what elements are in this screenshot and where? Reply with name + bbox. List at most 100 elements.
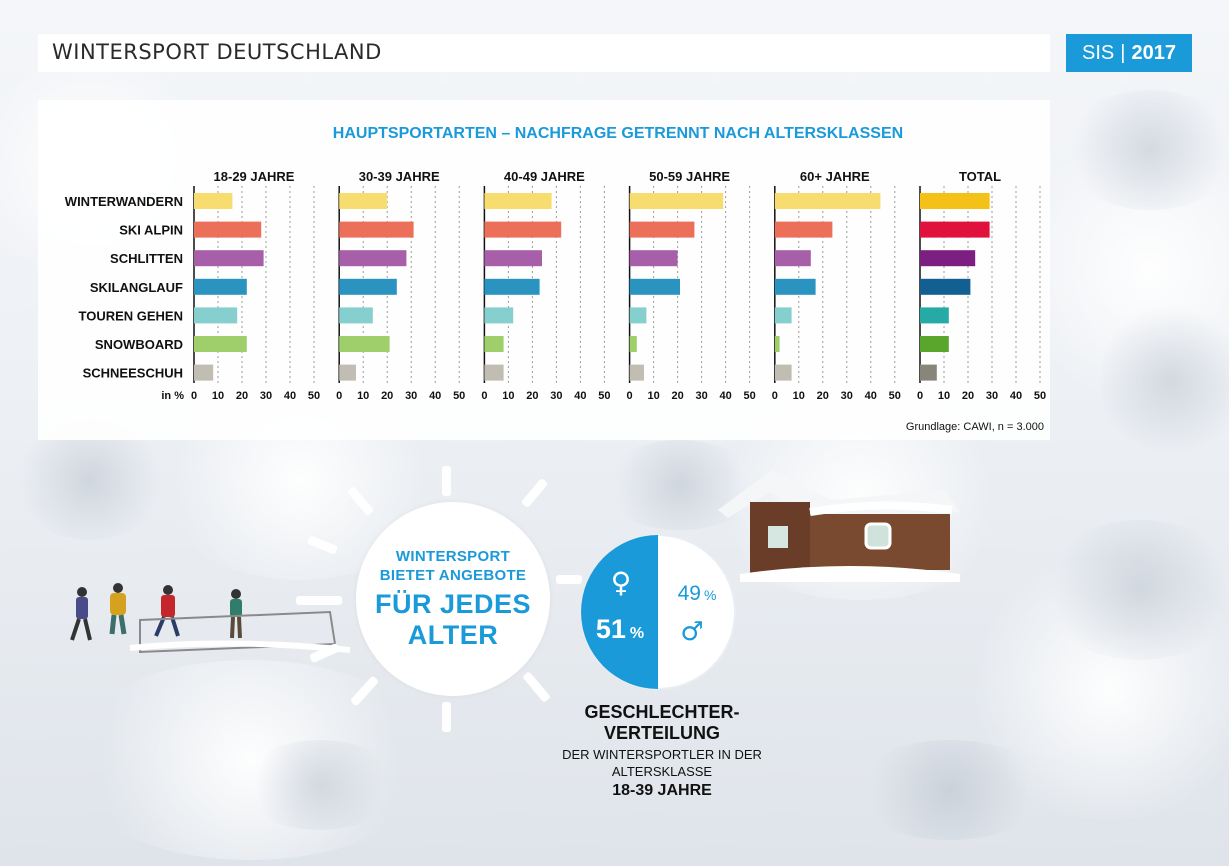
tick-label: 20	[236, 390, 248, 402]
gender-subtitle-line-2: ALTERSKLASSE	[611, 764, 713, 779]
sun-line-2: BIETET ANGEBOTE	[379, 567, 527, 584]
tick-label: 40	[284, 390, 296, 402]
tick-label: 40	[574, 390, 586, 402]
category-label: TOUREN GEHEN	[79, 308, 184, 323]
bar	[194, 193, 233, 209]
page-title: WINTERSPORT DEUTSCHLAND	[52, 40, 382, 64]
bar	[629, 193, 724, 209]
bar	[920, 193, 990, 209]
tick-label: 10	[793, 390, 805, 402]
sun-message: WINTERSPORT BIETET ANGEBOTE FÜR JEDES AL…	[356, 502, 550, 696]
bar	[629, 278, 680, 295]
tick-label: 10	[647, 390, 659, 402]
bar	[484, 307, 514, 324]
panel-label: TOTAL	[959, 169, 1001, 184]
panel-label: 60+ JAHRE	[800, 169, 870, 184]
tick-label: 10	[212, 390, 224, 402]
bar	[339, 336, 390, 352]
panel-label: 50-59 JAHRE	[649, 169, 730, 184]
tick-label: 20	[817, 390, 829, 402]
male-percent: 49%	[678, 582, 717, 605]
hikers-illustration	[70, 583, 351, 654]
tick-label: 10	[938, 390, 950, 402]
bar	[774, 250, 811, 267]
sun-line-1: WINTERSPORT	[395, 548, 511, 565]
brand-year: 2017	[1131, 41, 1176, 64]
bar	[629, 307, 647, 324]
female-symbol: ♀	[611, 566, 632, 599]
tick-label: 20	[671, 390, 683, 402]
chart-footnote: Grundlage: CAWI, n = 3.000	[906, 421, 1044, 433]
tick-label: 20	[381, 390, 393, 402]
bar	[339, 307, 373, 324]
tick-label: 40	[429, 390, 441, 402]
bar	[774, 364, 792, 381]
axis-unit-label: in %	[161, 390, 184, 402]
bar	[629, 364, 644, 381]
category-label: SKI ALPIN	[119, 223, 183, 238]
category-label: SKILANGLAUF	[90, 280, 183, 295]
bar	[920, 307, 949, 324]
brand-name: SIS	[1082, 41, 1115, 64]
chart-panel: HAUPTSPORTARTEN – NACHFRAGE GETRENNT NAC…	[38, 100, 1050, 440]
header-bar: WINTERSPORT DEUTSCHLAND	[38, 34, 1050, 72]
tick-label: 0	[772, 390, 778, 402]
tick-label: 0	[191, 390, 197, 402]
female-half	[581, 535, 658, 689]
chart-title: HAUPTSPORTARTEN – NACHFRAGE GETRENNT NAC…	[333, 125, 903, 142]
bar	[484, 364, 504, 381]
tick-label: 10	[357, 390, 369, 402]
bar	[774, 221, 833, 238]
bar	[339, 250, 407, 267]
bar	[920, 336, 949, 352]
tick-label: 40	[719, 390, 731, 402]
bar	[194, 336, 247, 352]
bar	[339, 193, 388, 209]
panel-label: 30-39 JAHRE	[359, 169, 440, 184]
tick-label: 50	[598, 390, 610, 402]
bar	[194, 364, 214, 381]
bar	[774, 336, 780, 352]
bar	[194, 250, 264, 267]
tick-label: 50	[743, 390, 755, 402]
tick-label: 0	[627, 390, 633, 402]
bar	[774, 193, 881, 209]
tick-label: 20	[526, 390, 538, 402]
bar	[339, 278, 397, 295]
bar	[194, 221, 262, 238]
tick-label: 30	[260, 390, 272, 402]
gender-caption: GESCHLECHTER- VERTEILUNG DER WINTERSPORT…	[540, 702, 784, 802]
tick-label: 0	[917, 390, 923, 402]
sun-line-4: ALTER	[407, 620, 499, 650]
bar-chart: HAUPTSPORTARTEN – NACHFRAGE GETRENNT NAC…	[65, 125, 1046, 433]
category-label: SCHLITTEN	[110, 251, 183, 266]
tick-label: 50	[889, 390, 901, 402]
bar	[484, 250, 542, 267]
hut-illustration	[718, 470, 960, 582]
gender-subtitle-line-3: 18-39 JAHRE	[612, 782, 712, 799]
bar	[920, 278, 971, 295]
tick-label: 0	[336, 390, 342, 402]
bar	[339, 221, 414, 238]
panel-label: 40-49 JAHRE	[504, 169, 585, 184]
bar	[484, 193, 552, 209]
bar	[920, 250, 976, 267]
tick-label: 30	[405, 390, 417, 402]
bar	[484, 336, 504, 352]
tick-label: 20	[962, 390, 974, 402]
panel-label: 18-29 JAHRE	[214, 169, 295, 184]
bar	[629, 336, 637, 352]
category-label: SCHNEESCHUH	[83, 366, 183, 381]
bar	[484, 221, 562, 238]
category-label: SNOWBOARD	[95, 337, 183, 352]
category-label: WINTERWANDERN	[65, 194, 183, 209]
tick-label: 30	[695, 390, 707, 402]
tick-label: 10	[502, 390, 514, 402]
gender-subtitle-line-1: DER WINTERSPORTLER IN DER	[562, 747, 762, 762]
female-percent: 51%	[596, 614, 644, 644]
tick-label: 40	[865, 390, 877, 402]
gender-title-line-1: GESCHLECHTER-	[584, 702, 740, 722]
gender-title-line-2: VERTEILUNG	[603, 723, 720, 743]
bar	[774, 307, 792, 324]
bar	[629, 250, 678, 267]
